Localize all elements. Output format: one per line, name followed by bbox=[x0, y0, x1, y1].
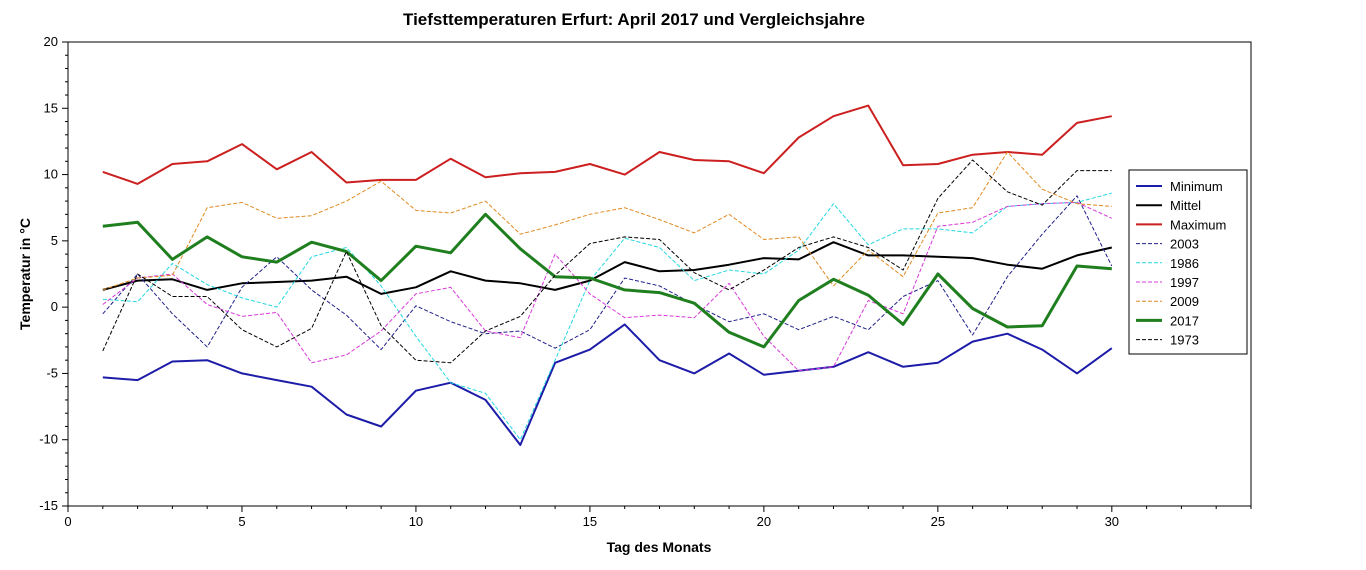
legend-label: Maximum bbox=[1170, 217, 1226, 232]
y-tick-label: 5 bbox=[51, 233, 58, 248]
y-tick-label: 15 bbox=[44, 100, 58, 115]
y-tick-label: 20 bbox=[44, 34, 58, 49]
y-axis: -15 -10 -5 0 5 10 15 20 bbox=[39, 34, 68, 513]
x-axis: 0 5 10 15 20 25 30 bbox=[64, 506, 1252, 529]
legend-label: 1997 bbox=[1170, 275, 1199, 290]
y-tick-label: -15 bbox=[39, 498, 58, 513]
y-tick-label: 0 bbox=[51, 299, 58, 314]
series-line-1997 bbox=[102, 201, 1113, 372]
series-line-1973 bbox=[102, 159, 1112, 364]
series-line-2009 bbox=[102, 151, 1112, 291]
series-line-minimum bbox=[102, 323, 1113, 446]
x-tick-label: 5 bbox=[238, 514, 245, 529]
x-tick-label: 20 bbox=[757, 514, 771, 529]
y-tick-label: -10 bbox=[39, 432, 58, 447]
legend-label: Minimum bbox=[1170, 179, 1223, 194]
x-tick-label: 10 bbox=[409, 514, 423, 529]
series-line-mittel bbox=[102, 241, 1113, 295]
legend-label: 2017 bbox=[1170, 313, 1199, 328]
series-line-maximum bbox=[102, 104, 1112, 185]
plot-area bbox=[67, 41, 1252, 507]
y-tick-label: 10 bbox=[44, 167, 58, 182]
y-axis-label: Temperatur in °C bbox=[17, 218, 33, 330]
series-layer bbox=[102, 104, 1113, 446]
legend: Minimum Mittel Maximum 2003 1986 1997 2009 2017… bbox=[1128, 169, 1248, 355]
x-tick-label: 0 bbox=[64, 514, 71, 529]
x-tick-label: 15 bbox=[583, 514, 597, 529]
legend-label: 2003 bbox=[1170, 237, 1199, 252]
series-line-1986 bbox=[102, 192, 1112, 441]
chart-title: Tiefsttemperaturen Erfurt: April 2017 un… bbox=[403, 10, 865, 29]
x-tick-label: 25 bbox=[931, 514, 945, 529]
legend-box bbox=[1128, 169, 1248, 355]
series-line-2017 bbox=[102, 212, 1112, 349]
x-tick-label: 30 bbox=[1105, 514, 1119, 529]
legend-label: 1986 bbox=[1170, 256, 1199, 271]
legend-label: Mittel bbox=[1170, 198, 1201, 213]
legend-label: 2009 bbox=[1170, 294, 1199, 309]
legend-label: 1973 bbox=[1170, 333, 1199, 348]
x-axis-label: Tag des Monats bbox=[607, 539, 712, 555]
y-tick-label: -5 bbox=[46, 365, 58, 380]
